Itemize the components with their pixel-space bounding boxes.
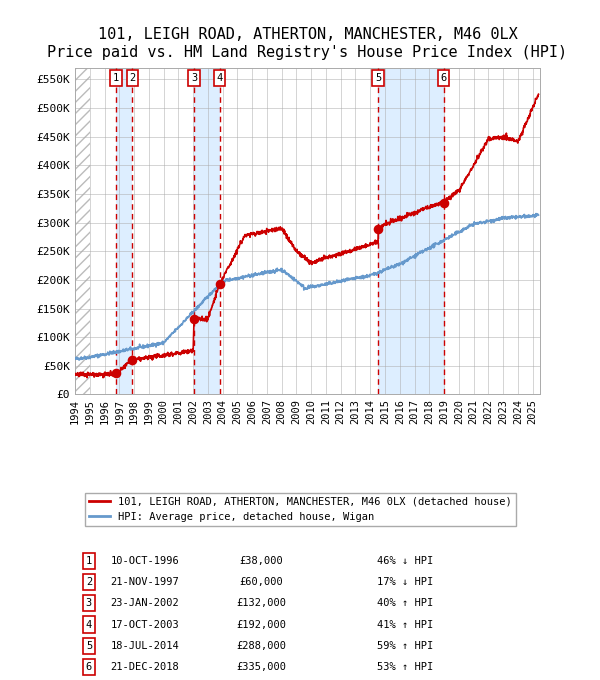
Legend: 101, LEIGH ROAD, ATHERTON, MANCHESTER, M46 0LX (detached house), HPI: Average pr: 101, LEIGH ROAD, ATHERTON, MANCHESTER, M… xyxy=(85,493,516,526)
Text: 2: 2 xyxy=(129,73,136,83)
Point xyxy=(439,197,448,208)
Text: £335,000: £335,000 xyxy=(236,662,286,672)
Text: 21-DEC-2018: 21-DEC-2018 xyxy=(110,662,179,672)
Text: 18-JUL-2014: 18-JUL-2014 xyxy=(110,641,179,651)
Point xyxy=(373,224,383,235)
Point xyxy=(189,313,199,324)
Text: 5: 5 xyxy=(86,641,92,651)
Point xyxy=(215,279,224,290)
Text: £288,000: £288,000 xyxy=(236,641,286,651)
Text: 5: 5 xyxy=(375,73,382,83)
Text: 46% ↓ HPI: 46% ↓ HPI xyxy=(377,556,433,566)
Text: £132,000: £132,000 xyxy=(236,598,286,609)
Text: 17% ↓ HPI: 17% ↓ HPI xyxy=(377,577,433,587)
Text: £192,000: £192,000 xyxy=(236,619,286,630)
Text: 23-JAN-2002: 23-JAN-2002 xyxy=(110,598,179,609)
Text: 3: 3 xyxy=(86,598,92,609)
Text: 40% ↑ HPI: 40% ↑ HPI xyxy=(377,598,433,609)
Text: 53% ↑ HPI: 53% ↑ HPI xyxy=(377,662,433,672)
Point xyxy=(128,354,137,365)
Title: 101, LEIGH ROAD, ATHERTON, MANCHESTER, M46 0LX
Price paid vs. HM Land Registry's: 101, LEIGH ROAD, ATHERTON, MANCHESTER, M… xyxy=(47,27,568,60)
Text: 4: 4 xyxy=(217,73,223,83)
Text: £38,000: £38,000 xyxy=(239,556,283,566)
Bar xyxy=(116,68,133,394)
Text: 2: 2 xyxy=(86,577,92,587)
Text: 6: 6 xyxy=(86,662,92,672)
Text: 41% ↑ HPI: 41% ↑ HPI xyxy=(377,619,433,630)
Bar xyxy=(194,68,220,394)
Text: 21-NOV-1997: 21-NOV-1997 xyxy=(110,577,179,587)
Text: 3: 3 xyxy=(191,73,197,83)
Text: 17-OCT-2003: 17-OCT-2003 xyxy=(110,619,179,630)
Text: 4: 4 xyxy=(86,619,92,630)
Text: £60,000: £60,000 xyxy=(239,577,283,587)
Text: 1: 1 xyxy=(113,73,119,83)
Point xyxy=(111,367,121,378)
Text: 10-OCT-1996: 10-OCT-1996 xyxy=(110,556,179,566)
Text: 59% ↑ HPI: 59% ↑ HPI xyxy=(377,641,433,651)
Text: 1: 1 xyxy=(86,556,92,566)
Text: 6: 6 xyxy=(440,73,447,83)
Bar xyxy=(378,68,443,394)
